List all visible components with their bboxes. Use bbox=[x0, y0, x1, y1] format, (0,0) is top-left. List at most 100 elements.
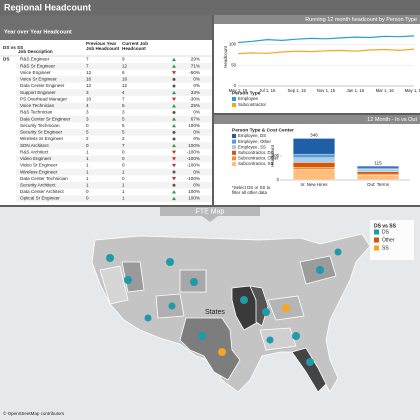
previous-headcount: 12 bbox=[86, 70, 92, 75]
job-description: Support Engineer bbox=[20, 90, 56, 95]
previous-headcount: 1 bbox=[86, 149, 89, 154]
current-headcount: 0 bbox=[122, 176, 125, 181]
legend-title: Person Type bbox=[232, 90, 261, 96]
legend-swatch bbox=[374, 245, 379, 251]
line-chart-title: Running 12 month headcount by Person Typ… bbox=[305, 17, 417, 23]
job-description: Data Center Sr Engineer bbox=[20, 116, 71, 121]
change-percent: -100% bbox=[187, 156, 200, 161]
previous-headcount: 12 bbox=[86, 83, 92, 88]
previous-headcount: 1 bbox=[86, 169, 89, 174]
legend-label: Employee, Other bbox=[238, 139, 271, 144]
row-band bbox=[16, 129, 212, 136]
change-percent: 0% bbox=[193, 136, 200, 141]
current-headcount: 4 bbox=[122, 90, 125, 95]
change-percent: 0% bbox=[193, 130, 200, 135]
bar-segment bbox=[293, 138, 335, 155]
legend-label: Employee, SS bbox=[238, 144, 266, 149]
change-percent: -100% bbox=[187, 163, 200, 168]
job-description: Voice Sr Engineer bbox=[20, 77, 57, 82]
up-arrow bbox=[172, 117, 176, 121]
job-description: SDN Architect bbox=[20, 143, 49, 148]
y-tick-label: 200 bbox=[272, 153, 280, 158]
row-group: DS bbox=[3, 57, 9, 62]
current-headcount: 5 bbox=[122, 103, 125, 108]
current-headcount: 0 bbox=[122, 163, 125, 168]
up-arrow bbox=[172, 190, 176, 194]
current-headcount: 5 bbox=[122, 130, 125, 135]
y-tick-label: 0 bbox=[277, 177, 280, 182]
job-description: R&S Architect bbox=[20, 149, 49, 154]
down-arrow bbox=[172, 97, 176, 102]
no-change-dot bbox=[172, 110, 176, 114]
change-percent: -50% bbox=[189, 70, 200, 75]
row-band bbox=[16, 155, 212, 163]
column-header: Job Headcount bbox=[86, 46, 120, 51]
job-description: R&S Technician bbox=[20, 110, 53, 115]
legend-swatch bbox=[232, 150, 236, 155]
y-axis-label: Headcount bbox=[270, 144, 275, 167]
job-description: Security Sr Engineer bbox=[20, 130, 63, 135]
row-band bbox=[16, 181, 212, 189]
current-headcount: 1 bbox=[122, 182, 125, 187]
row-band bbox=[16, 168, 212, 176]
bar-segment bbox=[357, 175, 399, 181]
row-band bbox=[16, 76, 212, 83]
change-percent: -100% bbox=[187, 149, 200, 154]
current-headcount: 12 bbox=[122, 63, 128, 68]
map-label: States bbox=[205, 309, 225, 316]
change-percent: -100% bbox=[187, 176, 200, 181]
legend-swatch bbox=[232, 103, 236, 107]
up-arrow bbox=[172, 196, 176, 201]
row-band bbox=[16, 102, 212, 110]
pie-markers bbox=[106, 248, 342, 366]
previous-headcount: 0 bbox=[86, 196, 89, 201]
no-change-dot bbox=[172, 130, 176, 134]
bar-chart-title: 12 Month - In vs Out bbox=[367, 117, 417, 123]
change-percent: 100% bbox=[188, 196, 200, 201]
bar-segment bbox=[293, 157, 335, 163]
job-description: Optical Sr Engineer bbox=[20, 196, 60, 201]
job-description: Data Center Engineer bbox=[20, 83, 65, 88]
change-percent: 0% bbox=[193, 110, 200, 115]
current-headcount: 0 bbox=[122, 149, 125, 154]
no-change-dot bbox=[172, 137, 176, 141]
job-description: Wireless Engineer bbox=[20, 169, 58, 174]
job-description: Video Sr Engineer bbox=[20, 163, 58, 168]
down-arrow bbox=[172, 177, 176, 181]
y-axis-label: Headcount bbox=[223, 45, 228, 68]
previous-headcount: 2 bbox=[86, 136, 89, 141]
previous-headcount: 16 bbox=[86, 77, 92, 82]
current-headcount: 7 bbox=[122, 143, 125, 148]
no-change-dot bbox=[172, 77, 176, 81]
change-percent: 71% bbox=[191, 63, 200, 68]
legend-label: Subcontractor bbox=[238, 102, 267, 107]
job-description: Security Technician bbox=[20, 123, 60, 128]
x-tick-label: May 1, 15 bbox=[229, 88, 248, 93]
current-headcount: 1 bbox=[122, 169, 125, 174]
legend-swatch bbox=[232, 156, 236, 161]
column-header: Headcount bbox=[122, 46, 146, 51]
row-band bbox=[16, 142, 212, 149]
previous-headcount: 3 bbox=[86, 116, 89, 121]
filter-note: filter all other data bbox=[232, 190, 267, 195]
job-description: Video Engineer bbox=[20, 156, 52, 161]
legend-label: Subcontractor, DS bbox=[238, 150, 274, 155]
legend-swatch bbox=[232, 134, 236, 138]
column-header: Previous Year bbox=[86, 41, 117, 46]
legend-swatch bbox=[232, 139, 236, 144]
previous-headcount: 4 bbox=[86, 103, 89, 108]
change-percent: 100% bbox=[188, 189, 200, 194]
current-headcount: 7 bbox=[122, 96, 125, 101]
no-change-dot bbox=[172, 170, 176, 174]
bar-segment bbox=[357, 167, 399, 170]
column-header: Current Job bbox=[122, 41, 148, 46]
job-description: PS Overhead Manager bbox=[20, 96, 67, 101]
map-credit: © OpenStreetMap contributors bbox=[3, 410, 65, 416]
y-tick-label: 50 bbox=[231, 62, 236, 67]
state-florida bbox=[291, 347, 327, 393]
legend-swatch bbox=[232, 162, 236, 166]
state bbox=[259, 327, 297, 351]
bar-segment bbox=[293, 167, 335, 170]
bar-segment bbox=[357, 169, 399, 172]
